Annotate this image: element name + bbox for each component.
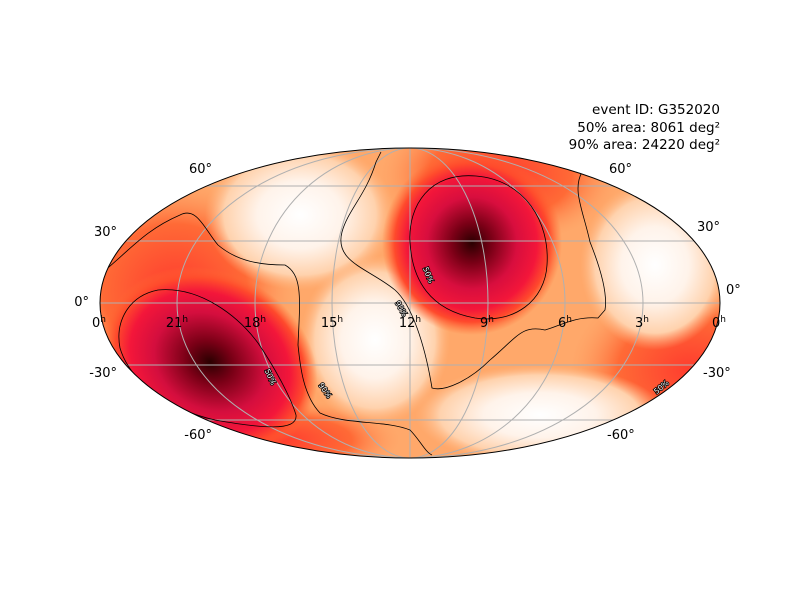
dec-label-minus60-right: -60° <box>607 428 635 443</box>
ra-label-15h: 15h <box>321 315 343 331</box>
ra-meridian-6h <box>254 148 566 458</box>
ra-label-0h-left: 0h <box>92 315 106 331</box>
low-probability-region-3 <box>580 180 720 350</box>
ra-label-9h: 9h <box>480 315 494 331</box>
ra-label-6h: 6h <box>558 315 572 331</box>
ra-meridian-3h <box>176 148 644 458</box>
dec-tick-labels: 60° 60° 30° 30° 0° 0° -30° -30° -60° -60… <box>74 162 741 443</box>
event-id: event ID: G352020 <box>592 102 720 118</box>
ra-label-0h-right: 0h <box>712 315 726 331</box>
probability-peak-north <box>382 151 562 335</box>
low-probability-region-4 <box>415 365 665 458</box>
contour-90-center <box>340 151 606 390</box>
dec-label-minus60-left: -60° <box>184 428 212 443</box>
sky-map: 50% 90% 50% 90% 50% <box>100 148 720 458</box>
dec-label-0-right: 0° <box>726 283 741 298</box>
area-50: 50% area: 8061 deg² <box>577 119 720 136</box>
contours <box>102 151 606 456</box>
ra-meridian-9h <box>331 148 489 458</box>
graticule <box>100 148 720 458</box>
ra-label-3h: 3h <box>635 315 649 331</box>
map-frame <box>99 147 721 459</box>
contour-50-north <box>409 175 548 320</box>
ra-tick-labels: 0h 21h 18h 15h 12h 9h 6h 3h 0h <box>92 315 726 331</box>
dec-label-minus30-right: -30° <box>703 366 731 381</box>
low-probability-region-1 <box>205 148 395 290</box>
ra-label-21h: 21h <box>166 315 188 331</box>
dec-label-60-left: 60° <box>189 162 212 177</box>
contour-90-left <box>102 212 433 456</box>
dec-label-0-left: 0° <box>74 295 89 310</box>
dec-label-60-right: 60° <box>609 162 632 177</box>
area-90: 90% area: 24220 deg² <box>568 137 720 153</box>
contour-50-south <box>118 289 297 428</box>
ra-label-12h: 12h <box>399 315 421 331</box>
ra-label-18h: 18h <box>244 315 266 331</box>
dec-label-30-right: 30° <box>697 220 720 235</box>
dec-label-minus30-left: -30° <box>89 366 117 381</box>
event-info: event ID: G352020 50% area: 8061 deg² 90… <box>569 102 720 155</box>
dec-label-30-left: 30° <box>94 225 117 240</box>
